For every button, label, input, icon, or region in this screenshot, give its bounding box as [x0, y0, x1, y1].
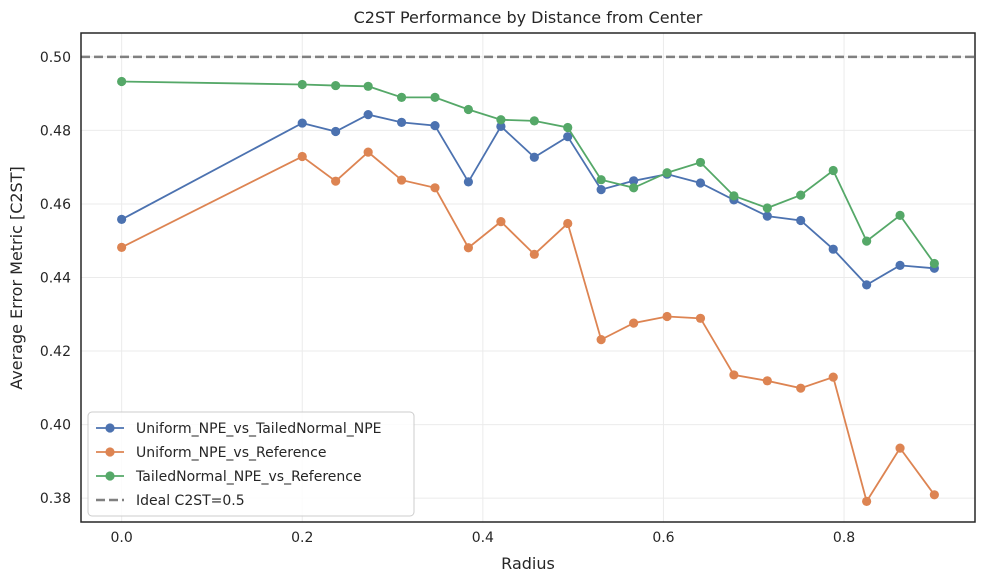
data-point — [729, 370, 739, 380]
data-point — [331, 176, 341, 186]
data-point — [929, 490, 939, 500]
y-axis-label: Average Error Metric [C2ST] — [7, 166, 26, 389]
data-point — [596, 175, 606, 185]
data-point — [430, 92, 440, 102]
y-tick-label: 0.46 — [40, 197, 71, 213]
data-point — [563, 122, 573, 133]
data-point — [117, 76, 127, 87]
data-point — [596, 335, 606, 345]
data-point — [430, 183, 440, 193]
data-point — [396, 92, 407, 102]
legend-box — [87, 411, 415, 517]
data-point — [563, 218, 573, 229]
legend-marker-swatch — [105, 471, 115, 481]
x-tick-label: 0.6 — [652, 530, 674, 546]
data-point — [895, 210, 905, 220]
data-point — [529, 249, 539, 259]
data-point — [529, 152, 539, 162]
legend-item: Uniform_NPE_vs_Reference — [96, 445, 327, 461]
legend-item: TailedNormal_NPE_vs_Reference — [96, 469, 362, 485]
data-point — [496, 217, 506, 227]
y-tick-label: 0.44 — [40, 271, 71, 287]
x-axis-label: Radius — [501, 554, 555, 573]
data-point — [297, 151, 307, 162]
x-tick-label: 0.2 — [291, 530, 313, 546]
legend-marker-swatch — [105, 423, 115, 433]
data-point — [331, 80, 341, 91]
data-point — [496, 121, 506, 131]
x-tick-label: 0.0 — [111, 530, 133, 546]
data-point — [463, 177, 473, 187]
data-point — [895, 260, 905, 270]
data-point — [563, 132, 573, 142]
data-point — [396, 117, 407, 127]
legend-label: Ideal C2ST=0.5 — [136, 493, 245, 509]
data-point — [629, 176, 639, 186]
data-point — [363, 110, 373, 120]
data-point — [331, 126, 341, 137]
legend-label: Uniform_NPE_vs_Reference — [136, 445, 327, 461]
data-point — [463, 243, 473, 253]
data-point — [596, 185, 606, 195]
data-point — [762, 211, 772, 221]
series-line-1 — [121, 113, 935, 286]
data-point — [529, 116, 539, 126]
data-point — [796, 190, 806, 200]
data-point — [762, 376, 772, 386]
data-point — [828, 165, 838, 176]
data-point — [929, 258, 939, 269]
legend-marker-swatch — [105, 447, 115, 457]
y-tick-label: 0.50 — [40, 50, 71, 66]
plot-area — [81, 55, 975, 507]
axes: 0.0 0.2 0.4 0.6 0.8 0.38 0.40 0.42 0.44 0.46 0.48 0… — [40, 32, 976, 546]
legend-label: Uniform_NPE_vs_TailedNormal_NPE — [136, 421, 382, 437]
y-tick-label: 0.38 — [40, 491, 71, 507]
data-point — [828, 244, 838, 254]
data-point — [729, 191, 739, 201]
data-point — [297, 79, 307, 90]
data-point — [496, 115, 506, 125]
chart-title: C2ST Performance by Distance from Center — [354, 8, 703, 27]
x-tick-label: 0.4 — [472, 530, 494, 546]
data-point — [463, 104, 473, 115]
data-point — [629, 318, 639, 328]
y-tick-label: 0.42 — [40, 344, 71, 360]
legend-item: Uniform_NPE_vs_TailedNormal_NPE — [96, 421, 382, 437]
legend-item: Ideal C2ST=0.5 — [96, 493, 245, 509]
data-point — [695, 157, 706, 168]
data-point — [629, 183, 639, 193]
x-tick-label: 0.8 — [833, 530, 855, 546]
data-point — [430, 121, 440, 131]
data-point — [117, 214, 127, 225]
legend-label: TailedNormal_NPE_vs_Reference — [135, 469, 362, 485]
data-point — [363, 81, 373, 91]
data-point — [796, 215, 806, 226]
data-point — [695, 313, 706, 323]
data-point — [895, 443, 905, 453]
data-point — [117, 242, 127, 252]
data-point — [796, 383, 806, 393]
data-point — [297, 118, 307, 128]
y-tick-label: 0.48 — [40, 123, 71, 139]
data-point — [828, 372, 838, 382]
data-point — [662, 311, 672, 322]
data-point — [363, 147, 373, 157]
data-point — [695, 178, 706, 188]
data-point — [762, 203, 772, 213]
data-point — [396, 175, 407, 185]
plot-frame — [80, 32, 976, 523]
y-tick-label: 0.40 — [40, 418, 71, 434]
data-point — [662, 168, 672, 178]
legend: Uniform_NPE_vs_TailedNormal_NPE Uniform_N… — [87, 411, 415, 517]
data-point — [862, 496, 872, 507]
series-line-3 — [121, 80, 936, 265]
data-point — [862, 280, 872, 290]
data-point — [862, 236, 872, 246]
